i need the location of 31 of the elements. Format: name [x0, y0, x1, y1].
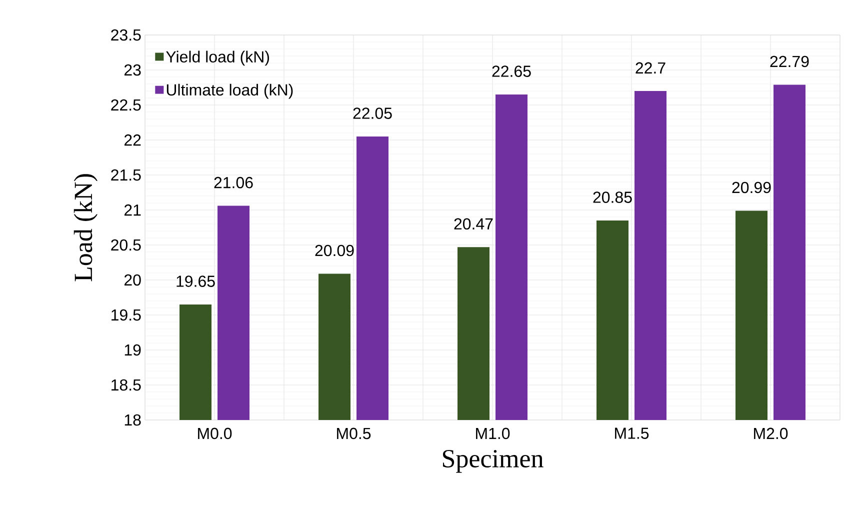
- y-tick-label: 21: [124, 204, 141, 216]
- y-tick-label: 22: [124, 134, 141, 146]
- data-label: 22.7: [636, 62, 666, 74]
- y-tick-label: 23.5: [111, 29, 141, 41]
- y-tick-label: 18: [124, 414, 141, 426]
- y-tick-label: 22.5: [111, 99, 141, 111]
- y-tick-label: 18.5: [112, 379, 141, 391]
- data-label: 20.99: [732, 182, 771, 194]
- y-tick-label: 19: [124, 344, 141, 356]
- data-label: 22.05: [353, 108, 392, 119]
- y-tick-label: 20.5: [111, 239, 141, 251]
- data-label: 22.79: [770, 56, 809, 68]
- y-tick-label: 23: [124, 64, 141, 76]
- data-label: 20.85: [593, 192, 632, 203]
- x-tick-label: M1.0: [476, 428, 510, 440]
- data-label: 19.65: [176, 276, 215, 287]
- x-tick-label: M0.0: [198, 428, 232, 440]
- data-label: 22.65: [492, 66, 531, 77]
- y-tick-label: 21.5: [111, 169, 141, 181]
- x-tick-label: M1.5: [615, 428, 649, 439]
- x-tick-label: M0.5: [337, 428, 371, 440]
- x-axis-title: Specimen: [442, 450, 544, 473]
- y-axis-title: Load (kN): [74, 174, 98, 282]
- data-label: 20.47: [454, 218, 493, 230]
- y-tick-label: 20: [124, 274, 141, 286]
- data-label: 20.09: [315, 244, 354, 256]
- data-label: 21.06: [214, 176, 253, 188]
- y-tick-label: 19.5: [112, 309, 141, 321]
- legend-label: Yield load (kN): [166, 50, 269, 66]
- legend-label: Ultimate load (kN): [166, 84, 293, 99]
- x-tick-label: M2.0: [754, 428, 788, 440]
